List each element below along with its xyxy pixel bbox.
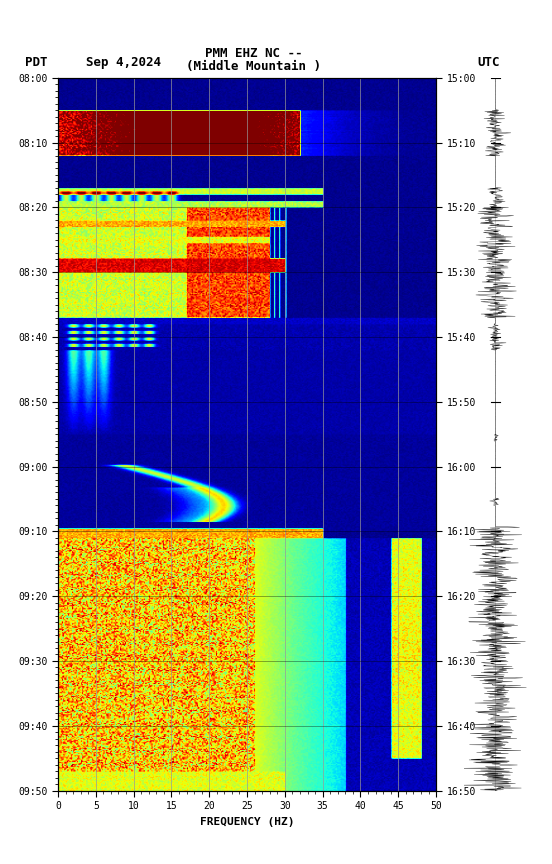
Text: PMM EHZ NC --: PMM EHZ NC --	[205, 48, 302, 60]
Text: PDT: PDT	[25, 56, 47, 69]
Text: (Middle Mountain ): (Middle Mountain )	[187, 60, 321, 73]
Text: UTC: UTC	[477, 56, 500, 69]
Text: Sep 4,2024: Sep 4,2024	[86, 56, 161, 69]
X-axis label: FREQUENCY (HZ): FREQUENCY (HZ)	[200, 816, 294, 827]
